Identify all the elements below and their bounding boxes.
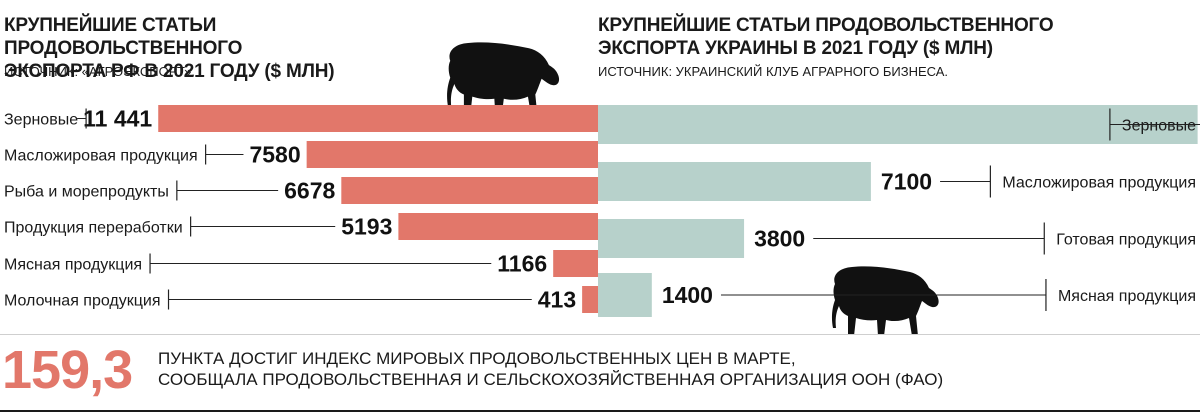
russia-category-label: Продукция переработки — [4, 220, 183, 237]
ukraine-title-line2: ЭКСПОРТА УКРАИНЫ В 2021 ГОДУ ($ МЛН) — [598, 38, 993, 59]
ukraine-bar — [598, 273, 652, 317]
food-price-index-note: ПУНКТА ДОСТИГ ИНДЕКС МИРОВЫХ ПРОДОВОЛЬСТ… — [158, 348, 943, 390]
russia-bar — [306, 141, 598, 168]
ukraine-chart-title: КРУПНЕЙШИЕ СТАТЬИ ПРОДОВОЛЬСТВЕННОГО ЭКС… — [598, 14, 1118, 60]
russia-bar — [553, 250, 598, 277]
cow-icon — [831, 266, 939, 334]
russia-value-label: 7580 — [249, 142, 300, 168]
cow-illustrations — [447, 42, 939, 334]
russia-bar — [341, 177, 598, 204]
russia-bar — [158, 105, 598, 132]
note-line2: СООБЩАЛА ПРОДОВОЛЬСТВЕННАЯ И СЕЛЬСКОХОЗЯ… — [158, 370, 944, 389]
russia-bars: Зерновые 11 441 Масложировая продукция 7580… — [4, 105, 598, 313]
ukraine-bars: 15 600Зерновые7100Масложировая продукция… — [598, 105, 1200, 317]
russia-category-label: Рыба и морепродукты — [4, 184, 169, 201]
ukraine-value-label: 7100 — [881, 169, 932, 195]
russia-bar — [582, 286, 598, 313]
food-price-index-value: 159,3 — [2, 340, 133, 400]
ukraine-bar — [598, 105, 1198, 144]
russia-category-label: Молочная продукция — [4, 293, 161, 310]
footer-bottom-rule — [0, 410, 1200, 412]
cow-icon — [447, 42, 560, 116]
russia-value-label: 11 441 — [83, 106, 152, 132]
note-line1: ПУНКТА ДОСТИГ ИНДЕКС МИРОВЫХ ПРОДОВОЛЬСТ… — [158, 349, 796, 368]
ukraine-category-label: Мясная продукция — [1058, 288, 1196, 305]
russia-chart-title: КРУПНЕЙШИЕ СТАТЬИ ПРОДОВОЛЬСТВЕННОГО ЭКС… — [4, 14, 444, 83]
russia-bar — [398, 213, 598, 240]
ukraine-title-line1: КРУПНЕЙШИЕ СТАТЬИ ПРОДОВОЛЬСТВЕННОГО — [598, 15, 1054, 36]
ukraine-value-label: 3800 — [754, 226, 805, 252]
ukraine-value-label: 1400 — [662, 282, 713, 308]
ukraine-bar — [598, 162, 871, 201]
export-bar-chart: Зерновые 11 441 Масложировая продукция 7580… — [4, 42, 1200, 334]
ukraine-category-label: Зерновые — [1122, 118, 1196, 135]
russia-title-line1: КРУПНЕЙШИЕ СТАТЬИ ПРОДОВОЛЬСТВЕННОГО — [4, 15, 243, 59]
russia-value-label: 5193 — [341, 214, 392, 240]
ukraine-bar — [598, 219, 745, 258]
russia-value-label: 6678 — [284, 178, 335, 204]
russia-chart-source: ИСТОЧНИК: «АГРОЭКСПОРТ». — [4, 64, 196, 79]
russia-title-line2: ЭКСПОРТА РФ В 2021 ГОДУ ($ МЛН) — [4, 61, 335, 82]
russia-category-label: Мясная продукция — [4, 257, 142, 274]
russia-category-label: Масложировая продукция — [4, 148, 198, 165]
footer-divider — [0, 334, 1200, 335]
ukraine-chart-source: ИСТОЧНИК: УКРАИНСКИЙ КЛУБ АГРАРНОГО БИЗН… — [598, 64, 949, 79]
russia-value-label: 413 — [538, 287, 576, 313]
ukraine-category-label: Масложировая продукция — [1002, 175, 1196, 192]
ukraine-category-label: Готовая продукция — [1056, 232, 1196, 249]
russia-value-label: 1166 — [497, 251, 547, 277]
russia-category-label: Зерновые — [4, 112, 78, 129]
